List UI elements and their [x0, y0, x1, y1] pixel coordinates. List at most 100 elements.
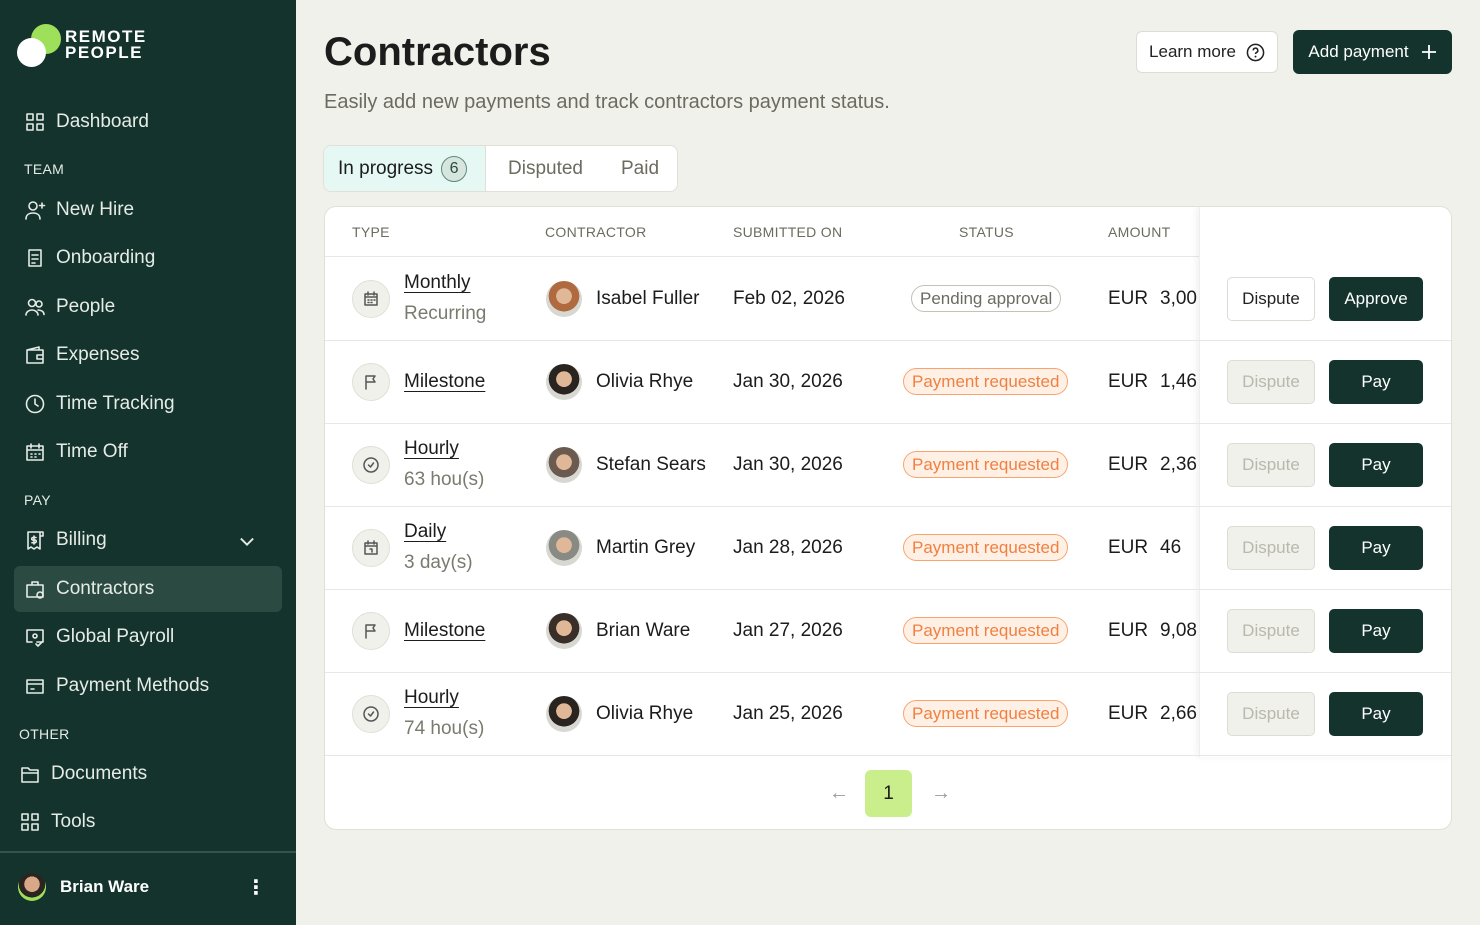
table-row: Hourly 63 hou(s) Stefan Sears Jan 30, 20…: [325, 423, 1451, 506]
page-button[interactable]: 1: [865, 770, 912, 817]
contractors-table: TYPE CONTRACTOR SUBMITTED ON STATUS AMOU…: [324, 206, 1452, 830]
dispute-button[interactable]: Dispute: [1227, 360, 1315, 404]
amount-value: 2,36: [1160, 454, 1197, 475]
sidebar-item-new-hire[interactable]: New Hire: [14, 187, 282, 233]
currency: EUR: [1108, 371, 1149, 392]
dispute-button[interactable]: Dispute: [1227, 443, 1315, 487]
more-vertical-icon[interactable]: ⋮: [246, 876, 266, 899]
sidebar-item-payment-methods[interactable]: Payment Methods: [14, 663, 282, 709]
logo-line1: REMOTE: [65, 27, 147, 46]
sidebar-item-tools[interactable]: Tools: [14, 799, 282, 845]
page-subtitle: Easily add new payments and track contra…: [324, 91, 890, 113]
amount-value: 9,08: [1160, 620, 1197, 641]
avatar: [546, 613, 582, 649]
sidebar-item-contractors[interactable]: Contractors: [14, 566, 282, 612]
payment-type-detail: Recurring: [404, 303, 487, 324]
learn-more-label: Learn more: [1149, 42, 1236, 61]
tools-grid-icon: [21, 813, 39, 831]
prev-page-arrow-icon[interactable]: ←: [829, 782, 849, 804]
status-badge: Payment requested: [903, 700, 1069, 727]
dispute-button[interactable]: Dispute: [1227, 526, 1315, 570]
pay-button[interactable]: Pay: [1329, 609, 1423, 653]
sidebar-item-people[interactable]: People: [14, 284, 282, 330]
sidebar: REMOTE PEOPLE Dashboard TEAM New Hire Onboar…: [0, 0, 296, 925]
avatar: [546, 447, 582, 483]
payment-type-link[interactable]: Milestone: [404, 620, 486, 641]
payment-type-link[interactable]: Daily: [404, 521, 447, 542]
clock-icon: [352, 446, 390, 484]
currency: EUR: [1108, 537, 1149, 558]
wallet-icon: [26, 346, 44, 364]
avatar: [546, 530, 582, 566]
sidebar-item-expenses[interactable]: Expenses: [14, 332, 282, 378]
amount: EUR 46: [1108, 537, 1200, 559]
add-payment-button[interactable]: Add payment: [1293, 30, 1452, 74]
sidebar-item-time-off[interactable]: Time Off: [14, 429, 282, 475]
amount: EUR 2,36: [1108, 454, 1200, 476]
table-row: Daily 3 day(s) Martin Grey Jan 28, 2026 …: [325, 506, 1451, 589]
user-plus-icon: [25, 201, 46, 220]
amount-value: 3,00: [1160, 288, 1197, 309]
amount: EUR 2,66: [1108, 703, 1200, 725]
calendar-day-icon: [352, 529, 390, 567]
payment-type-link[interactable]: Milestone: [404, 371, 486, 392]
submitted-date: Jan 25, 2026: [733, 703, 843, 724]
submitted-date: Jan 28, 2026: [733, 537, 843, 558]
sidebar-item-label: Contractors: [56, 578, 155, 599]
avatar: [546, 364, 582, 400]
payment-type-link[interactable]: Hourly: [404, 687, 459, 708]
user-name: Brian Ware: [60, 877, 150, 896]
dashboard-icon: [26, 113, 44, 131]
sidebar-divider: [0, 851, 296, 853]
payment-type-link[interactable]: Monthly: [404, 272, 471, 293]
dispute-button[interactable]: Dispute: [1227, 692, 1315, 736]
section-pay: PAY: [24, 492, 51, 508]
tab-disputed[interactable]: Disputed: [486, 146, 597, 191]
sidebar-item-label: Time Tracking: [56, 393, 175, 414]
plus-icon: [1421, 45, 1436, 59]
dispute-button[interactable]: Dispute: [1227, 277, 1315, 321]
briefcase-icon: [26, 581, 44, 599]
sidebar-item-dashboard[interactable]: Dashboard: [14, 99, 282, 145]
next-page-arrow-icon[interactable]: →: [931, 782, 951, 804]
sidebar-item-global-payroll[interactable]: Global Payroll: [14, 614, 282, 660]
dispute-button[interactable]: Dispute: [1227, 609, 1315, 653]
status-badge: Payment requested: [903, 534, 1069, 561]
folder-icon: [21, 767, 39, 783]
submitted-date: Jan 30, 2026: [733, 371, 843, 392]
page-title: Contractors: [324, 30, 551, 74]
amount-value: 46: [1160, 537, 1182, 558]
logo[interactable]: REMOTE PEOPLE: [17, 24, 157, 68]
users-icon: [25, 298, 45, 316]
contractor-name: Brian Ware: [596, 620, 691, 641]
currency: EUR: [1108, 288, 1149, 309]
pay-button[interactable]: Pay: [1329, 526, 1423, 570]
submitted-date: Feb 02, 2026: [733, 288, 845, 309]
user-menu[interactable]: Brian Ware ⋮: [18, 873, 278, 901]
sidebar-item-label: People: [56, 296, 116, 317]
sidebar-item-time-tracking[interactable]: Time Tracking: [14, 381, 282, 427]
table-row: Milestone Brian Ware Jan 27, 2026 Paymen…: [325, 589, 1451, 672]
sidebar-item-label: Documents: [51, 763, 148, 784]
tab-in-progress[interactable]: In progress 6: [324, 146, 486, 191]
payment-type-detail: 74 hou(s): [404, 718, 485, 739]
sidebar-item-billing[interactable]: Billing: [14, 517, 282, 563]
pay-button[interactable]: Pay: [1329, 692, 1423, 736]
sidebar-item-documents[interactable]: Documents: [14, 751, 282, 797]
pagination: ← 1 →: [325, 770, 1451, 818]
sidebar-item-onboarding[interactable]: Onboarding: [14, 235, 282, 281]
contractor-name: Isabel Fuller: [596, 288, 700, 309]
chevron-down-icon[interactable]: [236, 530, 258, 552]
pay-button[interactable]: Pay: [1329, 360, 1423, 404]
pay-button[interactable]: Pay: [1329, 443, 1423, 487]
status-badge: Payment requested: [903, 368, 1069, 395]
avatar: [546, 696, 582, 732]
payment-type-link[interactable]: Hourly: [404, 438, 459, 459]
tab-label: Disputed: [508, 157, 583, 179]
approve-button[interactable]: Approve: [1329, 277, 1423, 321]
learn-more-button[interactable]: Learn more: [1136, 31, 1278, 73]
status-badge: Payment requested: [903, 617, 1069, 644]
column-header-status: STATUS: [959, 224, 1014, 240]
contractor-name: Olivia Rhye: [596, 703, 694, 724]
tab-paid[interactable]: Paid: [597, 146, 673, 191]
